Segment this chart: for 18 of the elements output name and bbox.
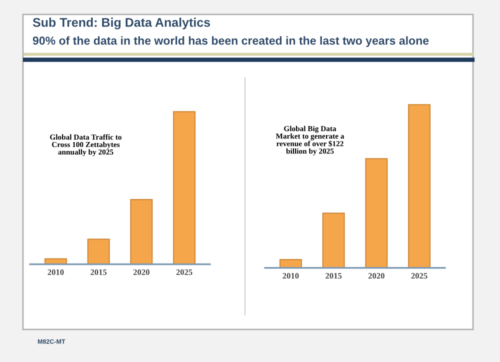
bar xyxy=(279,259,302,268)
bar xyxy=(408,104,431,268)
bar xyxy=(173,111,196,264)
bar xyxy=(130,199,153,264)
x-tick-label: 2010 xyxy=(282,272,299,279)
x-tick-label: 2015 xyxy=(326,272,342,279)
x-tick-label: 2025 xyxy=(411,272,428,279)
bar xyxy=(365,158,388,268)
bar xyxy=(322,212,345,268)
x-tick-label: 2010 xyxy=(48,269,64,275)
x-tick-label: 2015 xyxy=(90,269,107,275)
bar xyxy=(44,258,67,264)
bar xyxy=(87,238,110,264)
x-tick-label: 2020 xyxy=(133,269,150,275)
chart-title: Sub Trend: Big Data Analytics xyxy=(32,18,210,30)
x-tick-label: 2025 xyxy=(176,269,192,275)
chart-subtitle: 90% of the data in the world has been created in the last two years alone xyxy=(32,36,429,48)
x-tick-label: 2020 xyxy=(368,272,384,279)
